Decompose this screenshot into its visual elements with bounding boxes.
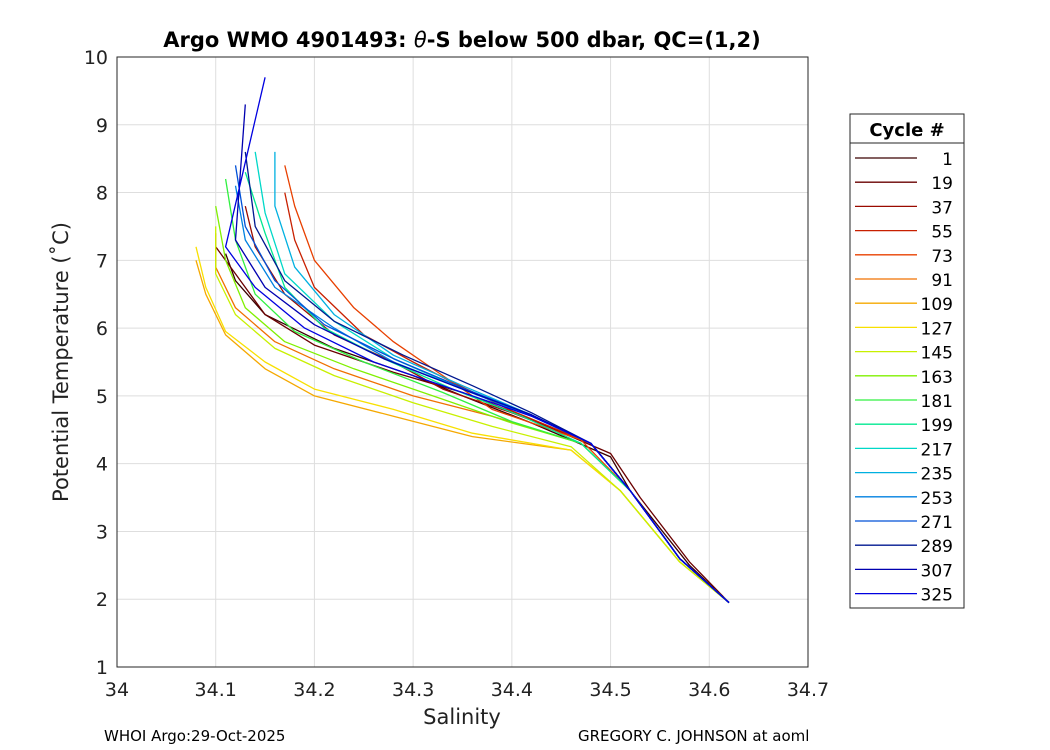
grid-lines [117, 57, 808, 667]
y-tick-label: 5 [96, 386, 108, 408]
legend-label-271: 271 [921, 513, 953, 533]
y-tick-label: 8 [96, 183, 108, 205]
legend-label-307: 307 [921, 561, 953, 581]
legend-label-235: 235 [921, 465, 953, 485]
x-tick-label: 34.6 [688, 679, 730, 701]
legend-label-217: 217 [921, 440, 953, 460]
legend-box [849, 113, 965, 609]
y-tick-labels: 1 2 3 4 5 6 7 8 9 10 [84, 47, 108, 679]
legend-label-325: 325 [921, 586, 953, 606]
legend-label-37: 37 [931, 198, 953, 218]
legend-label-253: 253 [921, 489, 953, 509]
y-tick-label: 6 [96, 318, 108, 340]
legend-label-145: 145 [921, 344, 953, 364]
x-tick-label: 34.2 [293, 679, 335, 701]
y-tick-label: 2 [96, 589, 108, 611]
legend-label-19: 19 [931, 174, 953, 194]
y-tick-label: 10 [84, 47, 108, 69]
legend-items: 1 19 37 55 73 91 109 127 145 163 181 199 217 235 253 27… [855, 150, 953, 606]
series-layer [195, 77, 730, 604]
legend-label-199: 199 [921, 416, 953, 436]
y-tick-label: 1 [96, 657, 108, 679]
plot-frame [116, 56, 809, 668]
y-tick-label: 9 [96, 115, 108, 137]
x-tick-label: 34.3 [392, 679, 434, 701]
series-line-cycle-325 [224, 77, 730, 604]
series-line-cycle-145 [215, 226, 730, 604]
title-suffix: -S below 500 dbar, QC=(1,2) [427, 28, 761, 52]
legend-label-1: 1 [942, 150, 953, 170]
legend-label-163: 163 [921, 368, 953, 388]
chart-title: Argo WMO 4901493: θ-S below 500 dbar, QC… [163, 28, 760, 52]
legend-label-289: 289 [921, 537, 953, 557]
legend: Cycle # 1 19 37 55 73 91 109 127 145 163 181 199 217… [849, 113, 965, 609]
title-theta: θ [414, 28, 427, 52]
y-axis-label: Potential Temperature (˚C) [49, 222, 73, 502]
footer-right: GREGORY C. JOHNSON at aoml [578, 727, 809, 745]
x-axis-label: Salinity [423, 705, 501, 729]
plot-area [117, 57, 808, 667]
legend-label-181: 181 [921, 392, 953, 412]
legend-label-73: 73 [931, 247, 953, 267]
legend-label-127: 127 [921, 319, 953, 339]
legend-label-55: 55 [931, 223, 953, 243]
x-tick-label: 34.1 [195, 679, 237, 701]
x-tick-label: 34.7 [787, 679, 829, 701]
legend-label-91: 91 [931, 271, 953, 291]
title-prefix: Argo WMO 4901493: [163, 28, 414, 52]
y-tick-label: 3 [96, 521, 108, 543]
x-tick-label: 34 [105, 679, 129, 701]
x-tick-labels: 34 34.1 34.2 34.3 34.4 34.5 34.6 34.7 [105, 679, 829, 701]
x-tick-label: 34.5 [589, 679, 631, 701]
y-tick-label: 4 [96, 454, 108, 476]
x-tick-label: 34.4 [491, 679, 533, 701]
footer-left: WHOI Argo:29-Oct-2025 [104, 727, 285, 745]
legend-title: Cycle # [869, 120, 944, 141]
y-tick-label: 7 [96, 250, 108, 272]
legend-label-109: 109 [921, 295, 953, 315]
